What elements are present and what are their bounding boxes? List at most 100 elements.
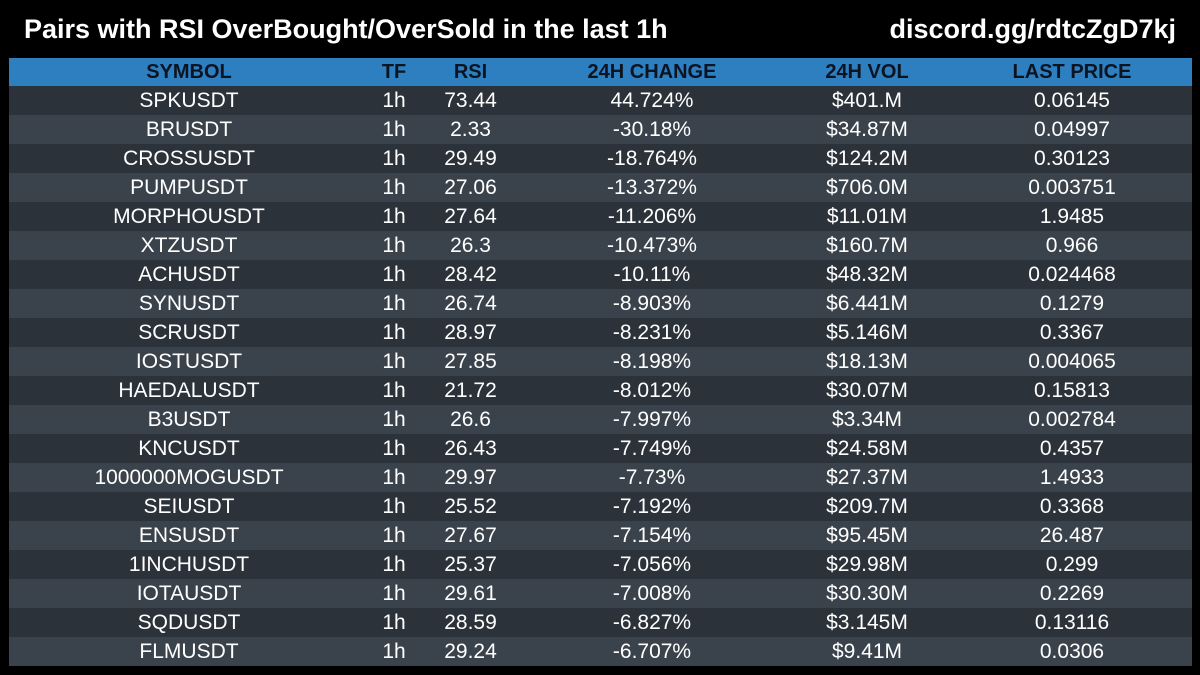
cell-24h-change: -18.764% [607,147,697,170]
cell-rsi: 25.37 [444,553,497,576]
table-row[interactable]: ENSUSDT 1h 27.67 -7.154% $95.45M 26.487 [9,521,1192,550]
cell-symbol: SEIUSDT [143,495,235,518]
cell-tf: 1h [382,408,406,431]
cell-tf: 1h [382,379,406,402]
cell-24h-change: -8.198% [612,350,692,373]
table-body: SPKUSDT 1h 73.44 44.724% $401.M 0.06145 BRUSDT… [9,86,1192,666]
cell-24h-vol: $29.98M [826,553,908,576]
cell-symbol: ENSUSDT [138,524,240,547]
cell-24h-change: -10.473% [607,234,697,257]
cell-last-price: 0.06145 [1034,89,1110,112]
cell-rsi: 29.61 [444,582,497,605]
cell-symbol: CROSSUSDT [123,147,255,170]
cell-symbol: 1INCHUSDT [128,553,250,576]
cell-24h-vol: $30.30M [826,582,908,605]
cell-rsi: 27.67 [444,524,497,547]
cell-24h-vol: $5.146M [826,321,908,344]
cell-tf: 1h [382,263,406,286]
column-header-symbol[interactable]: SYMBOL [146,61,232,83]
cell-symbol: XTZUSDT [140,234,238,257]
cell-24h-vol: $95.45M [826,524,908,547]
table-row[interactable]: XTZUSDT 1h 26.3 -10.473% $160.7M 0.966 [9,231,1192,260]
cell-rsi: 28.59 [444,611,497,634]
cell-symbol: IOSTUSDT [135,350,243,373]
cell-24h-change: -7.154% [612,524,692,547]
cell-rsi: 27.85 [444,350,497,373]
cell-24h-change: -7.056% [612,553,692,576]
cell-rsi: 29.49 [444,147,497,170]
cell-24h-change: -7.749% [612,437,692,460]
cell-24h-change: -8.231% [612,321,692,344]
cell-24h-vol: $34.87M [826,118,908,141]
table-row[interactable]: 1INCHUSDT 1h 25.37 -7.056% $29.98M 0.299 [9,550,1192,579]
cell-24h-vol: $27.37M [826,466,908,489]
cell-tf: 1h [382,640,406,663]
cell-tf: 1h [382,292,406,315]
cell-tf: 1h [382,437,406,460]
table-row[interactable]: SQDUSDT 1h 28.59 -6.827% $3.145M 0.13116 [9,608,1192,637]
cell-tf: 1h [382,524,406,547]
cell-tf: 1h [382,176,406,199]
cell-24h-vol: $706.0M [826,176,908,199]
cell-last-price: 1.9485 [1039,205,1105,228]
table-row[interactable]: CROSSUSDT 1h 29.49 -18.764% $124.2M 0.30123 [9,144,1192,173]
table-row[interactable]: BRUSDT 1h 2.33 -30.18% $34.87M 0.04997 [9,115,1192,144]
cell-last-price: 0.2269 [1039,582,1105,605]
cell-symbol: HAEDALUSDT [118,379,260,402]
cell-rsi: 27.06 [444,176,497,199]
cell-tf: 1h [382,466,406,489]
rsi-table: SYMBOL TF RSI 24H CHANGE 24H VOL LAST PR… [9,58,1192,666]
column-header-24h-change[interactable]: 24H CHANGE [587,61,717,83]
cell-symbol: BRUSDT [145,118,233,141]
table-row[interactable]: B3USDT 1h 26.6 -7.997% $3.34M 0.002784 [9,405,1192,434]
cell-symbol: SPKUSDT [139,89,239,112]
cell-24h-vol: $401.M [831,89,903,112]
cell-24h-vol: $48.32M [826,263,908,286]
cell-rsi: 28.97 [444,321,497,344]
cell-24h-vol: $11.01M [826,205,908,228]
cell-symbol: MORPHOUSDT [113,205,265,228]
cell-rsi: 26.43 [444,437,497,460]
cell-tf: 1h [382,611,406,634]
table-row[interactable]: HAEDALUSDT 1h 21.72 -8.012% $30.07M 0.15813 [9,376,1192,405]
cell-rsi: 21.72 [444,379,497,402]
table-row[interactable]: MORPHOUSDT 1h 27.64 -11.206% $11.01M 1.9485 [9,202,1192,231]
table-row[interactable]: IOTAUSDT 1h 29.61 -7.008% $30.30M 0.2269 [9,579,1192,608]
column-header-24h-vol[interactable]: 24H VOL [825,61,909,83]
cell-24h-change: -8.012% [612,379,692,402]
cell-rsi: 29.24 [444,640,497,663]
table-row[interactable]: KNCUSDT 1h 26.43 -7.749% $24.58M 0.4357 [9,434,1192,463]
table-row[interactable]: 1000000MOGUSDT 1h 29.97 -7.73% $27.37M 1.4933 [9,463,1192,492]
cell-tf: 1h [382,89,406,112]
column-header-rsi[interactable]: RSI [453,61,488,83]
cell-last-price: 0.4357 [1039,437,1105,460]
cell-24h-vol: $6.441M [826,292,908,315]
cell-24h-vol: $24.58M [826,437,908,460]
column-header-tf[interactable]: TF [381,61,407,83]
cell-last-price: 0.299 [1045,553,1099,576]
cell-24h-vol: $18.13M [826,350,908,373]
discord-link[interactable]: discord.gg/rdtcZgD7kj [889,14,1176,44]
cell-tf: 1h [382,118,406,141]
table-row[interactable]: ACHUSDT 1h 28.42 -10.11% $48.32M 0.024468 [9,260,1192,289]
table-row[interactable]: FLMUSDT 1h 29.24 -6.707% $9.41M 0.0306 [9,637,1192,666]
cell-rsi: 28.42 [444,263,497,286]
cell-24h-change: -13.372% [607,176,697,199]
cell-24h-change: -7.997% [612,408,692,431]
cell-symbol: 1000000MOGUSDT [94,466,284,489]
table-row[interactable]: PUMPUSDT 1h 27.06 -13.372% $706.0M 0.003751 [9,173,1192,202]
cell-rsi: 27.64 [444,205,497,228]
cell-24h-change: -7.73% [618,466,686,489]
page-title: Pairs with RSI OverBought/OverSold in th… [24,14,668,44]
cell-last-price: 0.002784 [1028,408,1116,431]
column-header-last-price[interactable]: LAST PRICE [1012,61,1132,83]
table-row[interactable]: SCRUSDT 1h 28.97 -8.231% $5.146M 0.3367 [9,318,1192,347]
cell-last-price: 0.966 [1045,234,1099,257]
table-row[interactable]: SEIUSDT 1h 25.52 -7.192% $209.7M 0.3368 [9,492,1192,521]
table-row[interactable]: SYNUSDT 1h 26.74 -8.903% $6.441M 0.1279 [9,289,1192,318]
table-row[interactable]: SPKUSDT 1h 73.44 44.724% $401.M 0.06145 [9,86,1192,115]
table-row[interactable]: IOSTUSDT 1h 27.85 -8.198% $18.13M 0.004065 [9,347,1192,376]
cell-tf: 1h [382,495,406,518]
cell-symbol: SYNUSDT [138,292,240,315]
cell-last-price: 0.30123 [1034,147,1110,170]
